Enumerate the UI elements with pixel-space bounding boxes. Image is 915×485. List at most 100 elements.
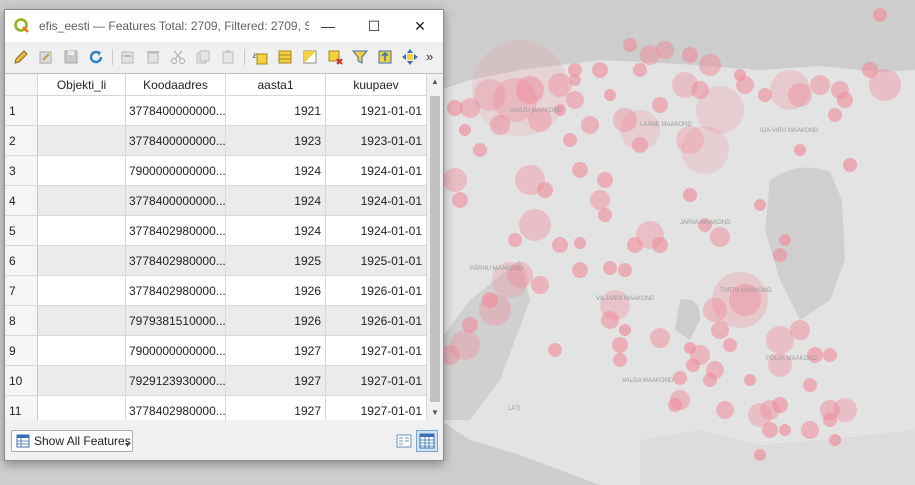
table-row[interactable]: 9 7900000000000... 1927 1927-01-01 xyxy=(5,336,427,366)
table-cell[interactable]: 1927 xyxy=(226,396,326,420)
table-cell[interactable]: 1921 xyxy=(226,96,326,126)
table-cell[interactable]: 7900000000000... xyxy=(126,156,226,186)
deselect-icon[interactable] xyxy=(326,48,344,66)
table-cell[interactable]: 1926-01-01 xyxy=(326,276,427,306)
table-cell[interactable]: 1926 xyxy=(226,306,326,336)
table-row[interactable]: 3 7900000000000... 1924 1924-01-01 xyxy=(5,156,427,186)
row-number[interactable]: 6 xyxy=(5,246,38,276)
table-row[interactable]: 2 3778400000000... 1923 1923-01-01 xyxy=(5,126,427,156)
table-row[interactable]: 11 3778402980000... 1927 1927-01-01 xyxy=(5,396,427,420)
cut-icon[interactable] xyxy=(169,48,187,66)
table-cell[interactable]: 1923 xyxy=(226,126,326,156)
table-cell[interactable]: 3778402980000... xyxy=(126,276,226,306)
filter-icon[interactable] xyxy=(351,48,369,66)
table-cell[interactable]: 7900000000000... xyxy=(126,336,226,366)
table-cell[interactable]: 1924-01-01 xyxy=(326,216,427,246)
paste-icon[interactable] xyxy=(219,48,237,66)
table-cell[interactable]: 1927-01-01 xyxy=(326,336,427,366)
table-cell[interactable]: 1924 xyxy=(226,186,326,216)
row-number[interactable]: 11 xyxy=(5,396,38,420)
table-cell[interactable]: 3778402980000... xyxy=(126,216,226,246)
table-cell[interactable] xyxy=(38,96,126,126)
table-row[interactable]: 7 3778402980000... 1926 1926-01-01 xyxy=(5,276,427,306)
table-cell[interactable]: 1927-01-01 xyxy=(326,366,427,396)
table-cell[interactable]: 3778400000000... xyxy=(126,96,226,126)
table-cell[interactable]: 1927-01-01 xyxy=(326,396,427,420)
expression-select-icon[interactable]: ε xyxy=(251,48,269,66)
save-edits-icon[interactable] xyxy=(62,48,80,66)
corner-header[interactable] xyxy=(5,74,38,96)
table-cell[interactable] xyxy=(38,276,126,306)
column-header[interactable]: Objekti_li xyxy=(38,74,126,96)
invert-selection-icon[interactable] xyxy=(301,48,319,66)
row-number[interactable]: 3 xyxy=(5,156,38,186)
close-button[interactable]: ✕ xyxy=(414,18,426,34)
copy-icon[interactable] xyxy=(194,48,212,66)
table-cell[interactable]: 1927 xyxy=(226,366,326,396)
vertical-scroll-thumb[interactable] xyxy=(430,96,440,402)
table-view-button[interactable] xyxy=(416,430,438,452)
pan-to-selection-icon[interactable] xyxy=(401,48,419,66)
table-cell[interactable]: 3778402980000... xyxy=(126,246,226,276)
table-cell[interactable]: 1926 xyxy=(226,276,326,306)
table-cell[interactable]: 7929123930000... xyxy=(126,366,226,396)
table-cell[interactable] xyxy=(38,306,126,336)
table-cell[interactable] xyxy=(38,156,126,186)
add-feature-icon[interactable] xyxy=(119,48,137,66)
row-number[interactable]: 7 xyxy=(5,276,38,306)
toolbar-more-button[interactable]: » xyxy=(426,49,434,64)
delete-feature-icon[interactable] xyxy=(144,48,162,66)
table-cell[interactable]: 7979381510000... xyxy=(126,306,226,336)
table-row[interactable]: 1 3778400000000... 1921 1921-01-01 xyxy=(5,96,427,126)
table-row[interactable]: 10 7929123930000... 1927 1927-01-01 xyxy=(5,366,427,396)
column-header[interactable]: kuupaev xyxy=(326,74,427,96)
table-cell[interactable]: 3778400000000... xyxy=(126,126,226,156)
maximize-button[interactable]: ☐ xyxy=(367,18,381,34)
table-cell[interactable] xyxy=(38,336,126,366)
row-number[interactable]: 2 xyxy=(5,126,38,156)
table-cell[interactable]: 1924 xyxy=(226,216,326,246)
table-row[interactable]: 8 7979381510000... 1926 1926-01-01 xyxy=(5,306,427,336)
scroll-up-icon[interactable]: ▲ xyxy=(431,77,439,86)
row-number[interactable]: 9 xyxy=(5,336,38,366)
scroll-down-icon[interactable]: ▼ xyxy=(431,408,439,417)
table-row[interactable]: 6 3778402980000... 1925 1925-01-01 xyxy=(5,246,427,276)
row-number[interactable]: 8 xyxy=(5,306,38,336)
table-cell[interactable]: 1924-01-01 xyxy=(326,156,427,186)
form-view-button[interactable] xyxy=(393,430,415,452)
table-cell[interactable]: 3778400000000... xyxy=(126,186,226,216)
table-cell[interactable]: 1924 xyxy=(226,156,326,186)
table-cell[interactable] xyxy=(38,246,126,276)
table-cell[interactable] xyxy=(38,366,126,396)
row-number[interactable]: 1 xyxy=(5,96,38,126)
row-number[interactable]: 5 xyxy=(5,216,38,246)
table-cell[interactable]: 1927 xyxy=(226,336,326,366)
table-cell[interactable] xyxy=(38,126,126,156)
pencil-icon[interactable] xyxy=(12,48,30,66)
table-cell[interactable] xyxy=(38,396,126,420)
table-cell[interactable] xyxy=(38,186,126,216)
table-cell[interactable]: 1925 xyxy=(226,246,326,276)
move-to-top-icon[interactable] xyxy=(376,48,394,66)
table-row[interactable]: 4 3778400000000... 1924 1924-01-01 xyxy=(5,186,427,216)
table-row[interactable]: 5 3778402980000... 1924 1924-01-01 xyxy=(5,216,427,246)
row-number[interactable]: 4 xyxy=(5,186,38,216)
table-cell[interactable]: 1926-01-01 xyxy=(326,306,427,336)
minimize-button[interactable]: — xyxy=(321,18,335,34)
title-bar[interactable]: efis_eesti — Features Total: 2709, Filte… xyxy=(5,10,443,42)
table-cell[interactable]: 3778402980000... xyxy=(126,396,226,420)
column-header[interactable]: Koodaadres xyxy=(126,74,226,96)
table-cell[interactable]: 1921-01-01 xyxy=(326,96,427,126)
multi-edit-icon[interactable] xyxy=(37,48,55,66)
table-cell[interactable]: 1924-01-01 xyxy=(326,186,427,216)
table-cell[interactable]: 1925-01-01 xyxy=(326,246,427,276)
select-all-icon[interactable] xyxy=(276,48,294,66)
column-header[interactable]: aasta1 xyxy=(226,74,326,96)
row-number[interactable]: 10 xyxy=(5,366,38,396)
vertical-scrollbar[interactable]: ▲ ▼ xyxy=(427,74,443,420)
table-cell[interactable] xyxy=(38,216,126,246)
table-cell[interactable]: 1923-01-01 xyxy=(326,126,427,156)
reload-icon[interactable] xyxy=(87,48,105,66)
show-all-features-button[interactable]: Show All Features ▼ xyxy=(11,430,133,452)
